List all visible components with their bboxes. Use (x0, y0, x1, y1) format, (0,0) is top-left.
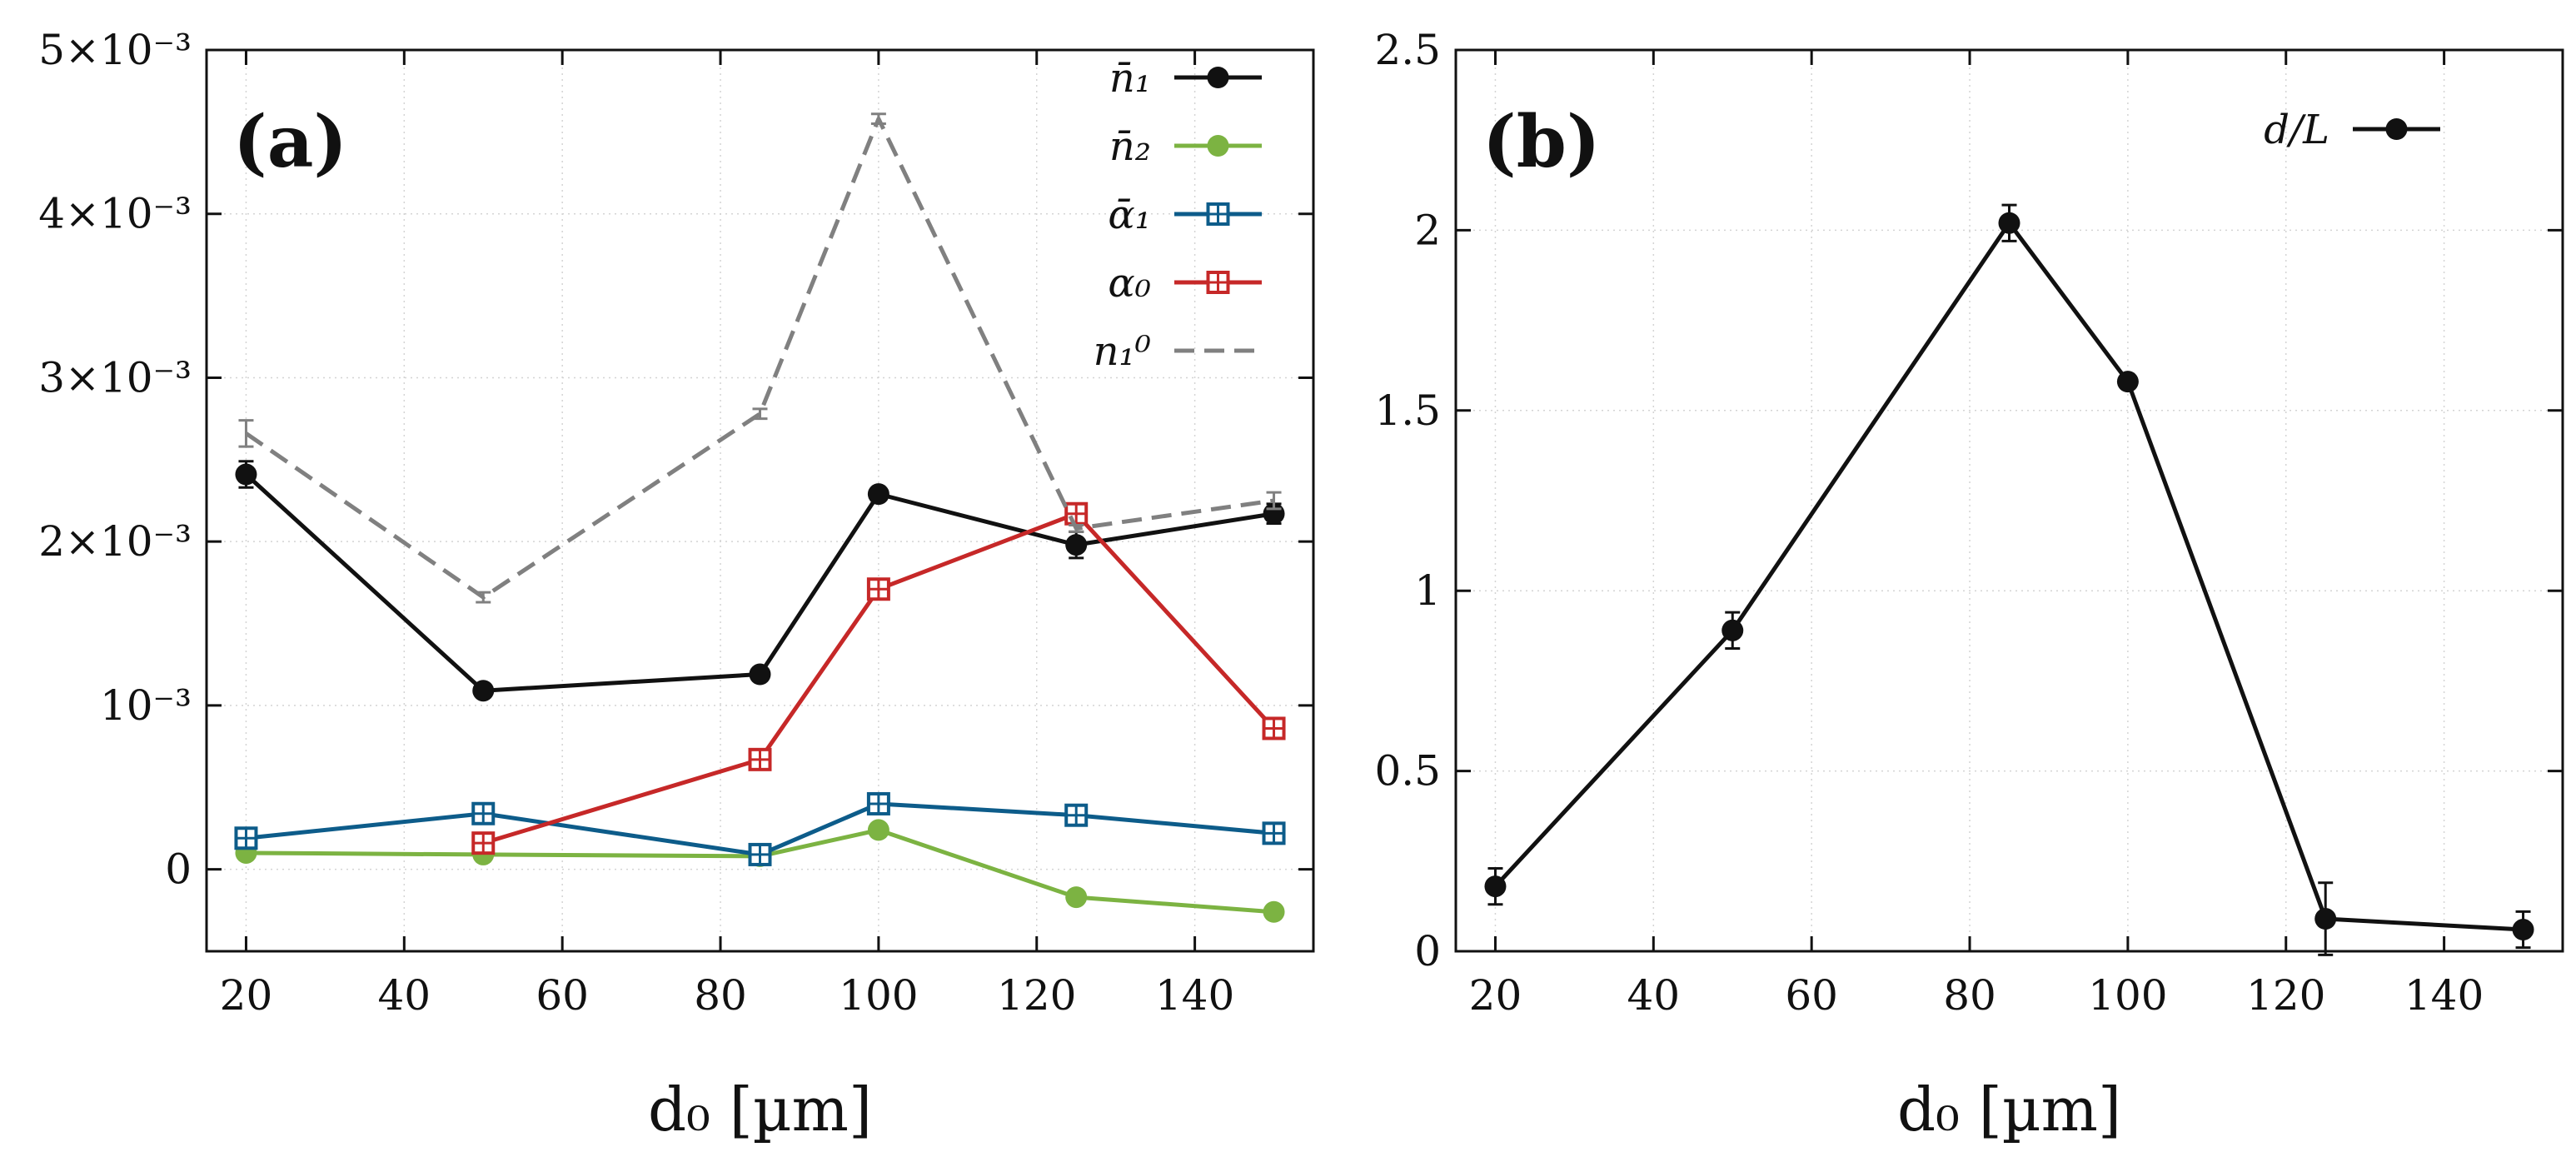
x-axis-label: d₀ [µm] (1897, 1075, 2121, 1145)
data-point (472, 680, 495, 702)
y-tick-label: 1 (1414, 566, 1441, 615)
x-tick-label: 60 (536, 971, 589, 1020)
x-tick-label: 140 (1155, 971, 1234, 1020)
panel-label: (a) (233, 100, 347, 184)
series-line (246, 801, 1274, 857)
chart-panel-0: 20 40 60 80 100 120 140 0 10⁻³ 2×10⁻³ 3×10⁻³ 4×10⁻³… (38, 26, 1315, 1145)
legend-label: ᾱ₁ (1108, 192, 1151, 238)
chart-panel-1: 20 40 60 80 100 120 140 0 0.5 1 1.5 2 2.5 d₀ [µm] (b) d… (1374, 26, 2564, 1145)
data-point (749, 663, 771, 686)
y-tick-label: 2 (1414, 206, 1441, 254)
data-point (1721, 619, 1744, 641)
legend-label: n₁⁰ (1094, 328, 1151, 375)
x-tick-label: 120 (2246, 971, 2325, 1020)
data-point (867, 819, 889, 841)
series-line (1493, 221, 2524, 932)
y-tick-label: 0.5 (1374, 747, 1441, 795)
data-point (1484, 875, 1507, 898)
data-point (1263, 900, 1285, 923)
x-tick-label: 80 (1943, 971, 1996, 1020)
y-tick-label: 2×10⁻³ (38, 517, 192, 566)
legend-marker (1207, 135, 1229, 157)
legend-label: n̄₂ (1109, 123, 1151, 170)
x-tick-label: 120 (997, 971, 1076, 1020)
plot-frame (1454, 48, 2564, 953)
data-point (235, 463, 257, 486)
data-point (2314, 908, 2337, 930)
x-tick-label: 20 (1469, 971, 1522, 1020)
data-point (1065, 886, 1088, 909)
data-point (1065, 534, 1088, 556)
y-tick-label: 4×10⁻³ (38, 190, 192, 238)
series-4 (238, 112, 1282, 604)
legend-label: d/L (2264, 107, 2329, 153)
y-tick-label: 10⁻³ (100, 681, 192, 730)
series-line (244, 472, 1274, 693)
x-tick-label: 80 (694, 971, 747, 1020)
x-tick-label: 60 (1785, 971, 1838, 1020)
legend-marker (2385, 118, 2408, 140)
series-2 (234, 791, 1286, 866)
y-tick-label: 2.5 (1374, 26, 1441, 74)
x-tick-label: 100 (2088, 971, 2167, 1020)
x-tick-label: 40 (378, 971, 431, 1020)
x-tick-label: 40 (1627, 971, 1681, 1020)
y-tick-label: 1.5 (1374, 387, 1441, 435)
series-line (246, 827, 1274, 915)
x-tick-label: 140 (2404, 971, 2484, 1020)
series-1 (235, 819, 1285, 923)
y-tick-label: 3×10⁻³ (38, 353, 192, 401)
y-tick-label: 0 (165, 845, 192, 894)
legend-label: α₀ (1108, 260, 1151, 307)
x-tick-label: 20 (220, 971, 273, 1020)
data-point (2512, 919, 2534, 941)
series-0 (235, 460, 1285, 702)
data-point (867, 483, 889, 506)
data-point (2116, 371, 2139, 393)
series-3 (471, 501, 1286, 855)
legend-label: n̄₁ (1109, 55, 1151, 102)
data-point (1998, 212, 2020, 234)
y-tick-label: 0 (1414, 927, 1441, 975)
panel-label: (b) (1482, 100, 1601, 184)
series-0 (1484, 203, 2534, 956)
x-axis-label: d₀ [µm] (648, 1075, 872, 1145)
y-tick-label: 5×10⁻³ (38, 26, 192, 74)
legend-marker (1207, 67, 1229, 88)
series-line (245, 117, 1274, 600)
plot-frame (205, 48, 1315, 953)
x-tick-label: 100 (839, 971, 918, 1020)
